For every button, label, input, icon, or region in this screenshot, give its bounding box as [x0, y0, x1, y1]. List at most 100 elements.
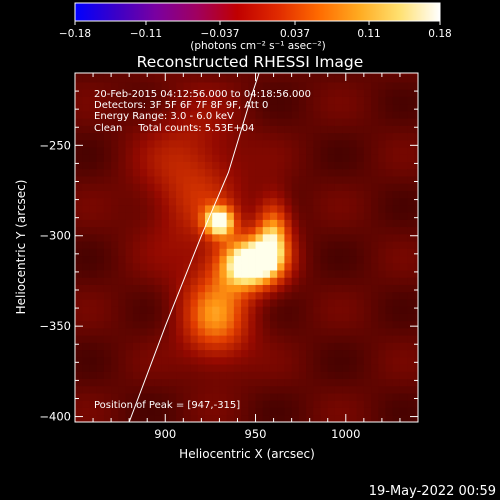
heatmap-cell: [414, 161, 418, 170]
heatmap-cell: [82, 82, 90, 90]
heatmap-cell: [334, 197, 343, 206]
heatmap-cell: [306, 407, 314, 416]
heatmap-cell: [132, 197, 141, 206]
heatmap-cell: [75, 270, 83, 278]
heatmap-cell: [269, 226, 278, 235]
heatmap-cell: [277, 125, 285, 134]
heatmap-cell: [313, 82, 321, 90]
heatmap-cell: [291, 147, 300, 155]
heatmap-cell: [111, 82, 119, 90]
heatmap-cell: [103, 73, 112, 76]
heatmap-cell: [407, 219, 415, 228]
heatmap-cell: [118, 299, 126, 307]
heatmap-cell: [219, 291, 228, 300]
heatmap-cell: [183, 74, 191, 83]
heatmap-cell: [176, 168, 184, 177]
heatmap-cell: [291, 356, 300, 365]
heatmap-cell: [262, 371, 271, 379]
heatmap-cell: [414, 219, 418, 228]
heatmap-cell: [89, 219, 98, 228]
heatmap-cell: [96, 299, 105, 307]
heatmap-cell: [204, 414, 213, 422]
heatmap-cell: [385, 378, 394, 387]
heatmap-cell: [176, 262, 184, 271]
heatmap-cell: [306, 400, 314, 408]
heatmap-cell: [233, 284, 242, 293]
heatmap-cell: [269, 364, 278, 372]
heatmap-cell: [125, 306, 134, 314]
heatmap-cell: [75, 313, 83, 322]
heatmap-cell: [334, 407, 343, 416]
heatmap-cell: [233, 161, 242, 170]
heatmap-cell: [241, 190, 249, 199]
heatmap-cell: [197, 168, 206, 177]
heatmap-cell: [197, 161, 206, 170]
heatmap-cell: [306, 226, 314, 235]
heatmap-cell: [363, 212, 372, 220]
heatmap-cell: [320, 255, 329, 264]
heatmap-cell: [89, 241, 98, 249]
heatmap-cell: [349, 219, 358, 228]
heatmap-cell: [233, 219, 242, 228]
heatmap-cell: [363, 313, 372, 322]
heatmap-cell: [96, 118, 105, 126]
heatmap-cell: [176, 176, 184, 184]
heatmap-cell: [96, 161, 105, 170]
heatmap-cell: [204, 132, 213, 141]
heatmap-cell: [291, 313, 300, 322]
heatmap-cell: [414, 371, 418, 379]
heatmap-cell: [241, 320, 249, 329]
heatmap-cell: [118, 205, 126, 213]
heatmap-cell: [219, 414, 228, 422]
heatmap-cell: [407, 335, 415, 343]
heatmap-cell: [291, 161, 300, 170]
heatmap-cell: [132, 74, 141, 83]
heatmap-cell: [363, 335, 372, 343]
heatmap-cell: [284, 89, 293, 97]
heatmap-cell: [356, 270, 365, 278]
heatmap-cell: [103, 233, 112, 242]
heatmap-cell: [392, 74, 401, 83]
heatmap-cell: [342, 342, 350, 351]
heatmap-cell: [219, 96, 228, 105]
heatmap-cell: [96, 125, 105, 134]
heatmap-cell: [327, 226, 336, 235]
heatmap-cell: [298, 291, 307, 300]
heatmap-cell: [103, 212, 112, 220]
heatmap-cell: [313, 147, 321, 155]
heatmap-cell: [320, 205, 329, 213]
heatmap-cell: [349, 103, 358, 112]
heatmap-cell: [306, 190, 314, 199]
heatmap-cell: [414, 342, 418, 351]
heatmap-cell: [96, 139, 105, 148]
heatmap-cell: [190, 233, 199, 242]
heatmap-cell: [204, 313, 213, 322]
heatmap-cell: [118, 212, 126, 220]
heatmap-cell: [414, 277, 418, 285]
heatmap-cell: [371, 183, 379, 191]
heatmap-cell: [320, 132, 329, 141]
heatmap-cell: [298, 320, 307, 329]
heatmap-cell: [371, 74, 379, 83]
heatmap-cell: [342, 233, 350, 242]
heatmap-cell: [147, 233, 155, 242]
heatmap-cell: [277, 161, 285, 170]
heatmap-cell: [255, 118, 264, 126]
heatmap-cell: [176, 73, 184, 76]
heatmap-cell: [139, 147, 148, 155]
heatmap-cell: [327, 335, 336, 343]
heatmap-cell: [277, 168, 285, 177]
heatmap-cell: [154, 73, 163, 76]
heatmap-cell: [356, 313, 365, 322]
heatmap-cell: [291, 378, 300, 387]
heatmap-cell: [183, 168, 191, 177]
plot-area: 900 950 1000−250−300−350−400: [39, 72, 419, 441]
heatmap-cell: [183, 277, 191, 285]
heatmap-cell: [233, 248, 242, 257]
heatmap-cell: [371, 270, 379, 278]
heatmap-cell: [392, 342, 401, 351]
heatmap-cell: [392, 364, 401, 372]
heatmap-cell: [111, 176, 119, 184]
heatmap-cell: [241, 414, 249, 422]
heatmap-cell: [414, 248, 418, 257]
